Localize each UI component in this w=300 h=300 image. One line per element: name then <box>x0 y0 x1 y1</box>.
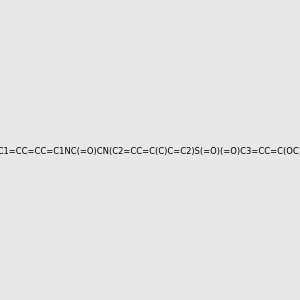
Text: CCCC1=CC=CC=C1NC(=O)CN(C2=CC=C(C)C=C2)S(=O)(=O)C3=CC=C(OC)C=C3: CCCC1=CC=CC=C1NC(=O)CN(C2=CC=C(C)C=C2)S(… <box>0 147 300 156</box>
